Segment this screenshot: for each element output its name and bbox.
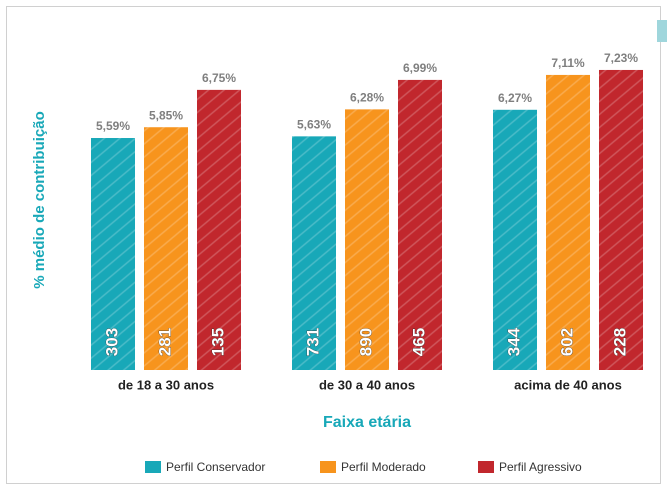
count-label: 890 bbox=[356, 328, 375, 356]
count-label: 303 bbox=[102, 328, 121, 356]
count-label: 135 bbox=[208, 328, 227, 356]
x-tick-label: de 30 a 40 anos bbox=[319, 377, 415, 392]
value-label: 5,85% bbox=[149, 108, 183, 122]
bar-texture bbox=[493, 109, 537, 371]
count-label: 344 bbox=[504, 327, 523, 356]
x-tick-label: acima de 40 anos bbox=[514, 377, 622, 392]
y-axis-label: % médio de contribuição bbox=[31, 111, 48, 289]
legend-swatch bbox=[320, 461, 336, 473]
bar-texture bbox=[292, 136, 336, 370]
value-label: 5,59% bbox=[96, 119, 130, 133]
value-label: 7,23% bbox=[604, 51, 638, 65]
bar-texture bbox=[599, 69, 643, 370]
bar-texture bbox=[144, 127, 188, 370]
value-label: 6,99% bbox=[403, 61, 437, 75]
legend-label: Perfil Agressivo bbox=[499, 460, 582, 474]
count-label: 228 bbox=[610, 328, 629, 356]
count-label: 731 bbox=[303, 328, 322, 356]
bar-texture bbox=[546, 74, 590, 370]
value-label: 6,75% bbox=[202, 71, 236, 85]
value-label: 6,28% bbox=[350, 91, 384, 105]
count-label: 602 bbox=[557, 328, 576, 356]
x-tick-label: de 18 a 30 anos bbox=[118, 377, 214, 392]
legend-label: Perfil Moderado bbox=[341, 460, 426, 474]
bar-texture bbox=[398, 79, 442, 370]
corner-tab bbox=[657, 20, 667, 42]
value-label: 6,27% bbox=[498, 91, 532, 105]
legend-swatch bbox=[145, 461, 161, 473]
bar-texture bbox=[91, 138, 135, 370]
count-label: 281 bbox=[155, 328, 174, 356]
value-label: 7,11% bbox=[551, 56, 585, 70]
bar-texture bbox=[345, 109, 389, 370]
legend-swatch bbox=[478, 461, 494, 473]
value-label: 5,63% bbox=[297, 118, 331, 132]
legend-label: Perfil Conservador bbox=[166, 460, 265, 474]
x-axis-label: Faixa etária bbox=[323, 414, 411, 431]
bar-texture bbox=[197, 89, 241, 370]
count-label: 465 bbox=[409, 328, 428, 356]
